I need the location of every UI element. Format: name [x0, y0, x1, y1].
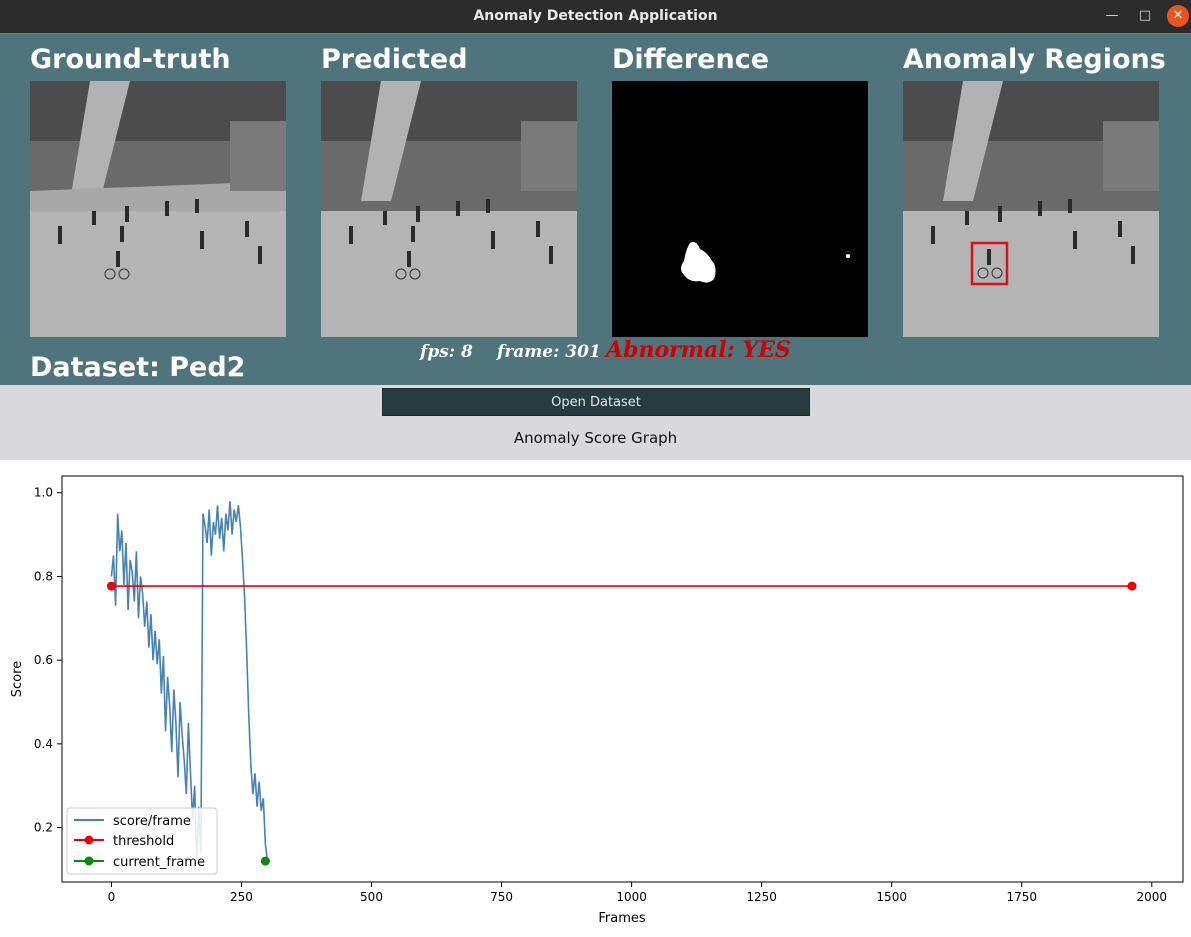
controls-panel: Open Dataset Anomaly Score Graph — [0, 385, 1191, 460]
predicted-title: Predicted — [321, 44, 468, 75]
legend-score-label: score/frame — [113, 814, 191, 829]
x-tick-label: 1250 — [746, 890, 777, 904]
x-axis-label: Frames — [598, 911, 646, 926]
y-tick-label: 0.8 — [34, 569, 53, 583]
predicted-frame — [321, 81, 577, 337]
difference-title: Difference — [612, 44, 770, 75]
y-axis-label: Score — [10, 661, 25, 697]
x-tick-label: 500 — [360, 890, 383, 904]
window-title: Anomaly Detection Application — [473, 8, 718, 24]
current-frame-marker — [260, 856, 270, 866]
x-tick-label: 1750 — [1006, 890, 1037, 904]
plot-frame — [61, 475, 1184, 883]
anomaly-regions-frame — [903, 81, 1159, 337]
score-series-line — [110, 501, 269, 862]
legend: score/frame threshold current_frame — [66, 807, 218, 875]
minimize-button[interactable]: — — [1105, 8, 1119, 23]
x-tick-label: 1500 — [876, 890, 907, 904]
x-tick-label: 1000 — [616, 890, 647, 904]
legend-current-marker — [84, 856, 94, 866]
fps-label: fps: 8 — [420, 342, 473, 362]
maximize-button[interactable]: □ — [1138, 8, 1152, 23]
x-tick-label: 750 — [490, 890, 513, 904]
difference-frame — [612, 81, 868, 337]
y-tick-label: 0.2 — [34, 821, 53, 835]
anomaly-score-chart: 0 250 500 750 1000 1250 1500 1750 2000 0.2 0.4 0.6 0… — [0, 460, 1191, 937]
video-panel-area: Ground-truth Predicted Difference Anomal… — [0, 33, 1191, 386]
y-tick-label: 0.6 — [34, 653, 53, 667]
x-tick-label: 250 — [230, 890, 253, 904]
anomaly-regions-title: Anomaly Regions — [903, 44, 1166, 75]
graph-label: Anomaly Score Graph — [513, 429, 678, 447]
threshold-marker — [106, 581, 116, 591]
ground-truth-frame — [30, 81, 286, 337]
frame-counter: frame: 301 — [497, 342, 601, 362]
x-tick-label: 2000 — [1137, 890, 1168, 904]
dataset-label: Dataset: Ped2 — [30, 352, 246, 383]
y-tick-label: 0.4 — [34, 737, 53, 751]
legend-current-label: current_frame — [113, 855, 205, 870]
close-button[interactable]: ✕ — [1167, 5, 1189, 27]
threshold-marker — [1127, 581, 1137, 591]
window-titlebar: Anomaly Detection Application — □ ✕ — [0, 0, 1191, 33]
ground-truth-title: Ground-truth — [30, 44, 231, 75]
legend-threshold-label: threshold — [113, 834, 174, 849]
legend-threshold-marker — [84, 835, 94, 845]
open-dataset-button[interactable]: Open Dataset — [382, 388, 810, 416]
x-tick-label: 0 — [108, 890, 116, 904]
anomaly-bounding-box — [970, 241, 1009, 286]
y-tick-label: 1.0 — [34, 486, 53, 500]
abnormal-status: Abnormal: YES — [606, 337, 791, 363]
